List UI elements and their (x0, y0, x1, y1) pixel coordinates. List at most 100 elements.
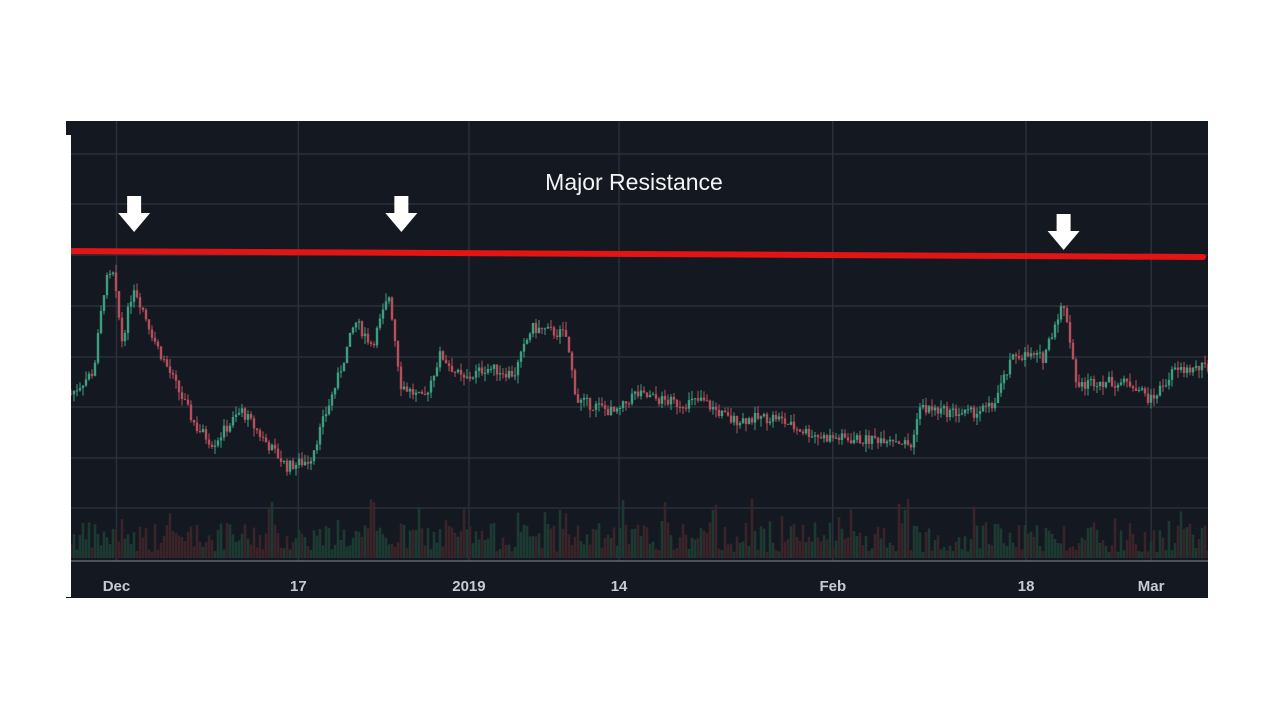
candle-body (234, 414, 238, 418)
volume-bar (426, 527, 430, 558)
volume-bar (951, 551, 955, 558)
volume-bar (1182, 528, 1186, 558)
candle-body (999, 383, 1003, 393)
volume-bar (312, 530, 316, 558)
volume-bar (984, 522, 988, 558)
volume-bar (663, 502, 667, 558)
volume-bar (135, 550, 139, 558)
volume-bar (762, 528, 766, 558)
candle-body (963, 409, 967, 414)
candle-body (825, 435, 829, 442)
volume-bar (552, 525, 556, 558)
candle-body (573, 370, 577, 395)
candle-body (534, 322, 538, 333)
volume-bar (1092, 522, 1096, 558)
candle-body (231, 417, 235, 426)
volume-bar (510, 551, 514, 558)
volume-bar (357, 532, 361, 558)
volume-bar (681, 524, 685, 558)
candle-body (312, 450, 316, 462)
candle-body (1125, 378, 1129, 382)
volume-bar (75, 549, 79, 558)
candle-body (750, 418, 754, 423)
volume-bar (1041, 550, 1045, 558)
candle-body (156, 341, 160, 347)
volume-bar (807, 536, 811, 558)
candle-body (648, 395, 652, 398)
candle-body (309, 461, 313, 464)
volume-bar (240, 533, 244, 558)
volume-bar (501, 537, 505, 558)
volume-bar (1197, 539, 1201, 558)
volume-bar (687, 548, 691, 558)
candle-body (981, 405, 985, 412)
volume-bar (264, 533, 268, 558)
candle-body (492, 364, 496, 369)
candle-body (1116, 384, 1120, 388)
volume-bar (1032, 536, 1036, 558)
volume-bar (327, 528, 331, 558)
candle-body (345, 346, 349, 364)
volume-bar (339, 540, 343, 558)
candle-body (582, 397, 586, 400)
candle-body (945, 406, 949, 418)
candle-body (636, 391, 640, 397)
volume-bar (933, 540, 937, 558)
volume-bar (417, 507, 421, 558)
candle-body (1110, 376, 1114, 387)
volume-bar (282, 548, 286, 558)
candle-body (501, 373, 505, 375)
candle-body (477, 367, 481, 371)
candle-body (453, 371, 457, 373)
volume-bar (291, 542, 295, 558)
volume-bar (204, 542, 208, 558)
volume-bar (231, 534, 235, 558)
candle-body (357, 321, 361, 323)
candle-body (1074, 359, 1078, 383)
volume-bar (561, 528, 565, 558)
volume-bar (756, 549, 760, 558)
down-arrow-icon (118, 196, 151, 232)
volume-bar (147, 549, 151, 558)
candle-body (189, 404, 193, 420)
candle-body (99, 311, 103, 334)
volume-bar (258, 534, 262, 558)
candle-body (1161, 385, 1165, 387)
candle-body (1104, 382, 1108, 388)
volume-bar (729, 543, 733, 558)
volume-bar (321, 545, 325, 558)
x-tick-label: 14 (611, 578, 628, 595)
candle-body (744, 418, 748, 425)
volume-bar (1143, 531, 1147, 558)
volume-bar (786, 539, 790, 558)
candle-body (801, 431, 805, 434)
volume-bar (159, 542, 163, 558)
candle-body (516, 361, 520, 376)
volume-bar (531, 535, 535, 558)
annotation-major-resistance: Major Resistance (545, 169, 723, 195)
candle-body (1143, 388, 1147, 394)
candle-body (471, 377, 475, 379)
volume-bar (792, 523, 796, 558)
volume-bar (666, 522, 670, 558)
volume-bar (852, 531, 856, 558)
candle-body (432, 376, 436, 381)
candle-body (390, 297, 394, 320)
candle-body (96, 333, 100, 363)
volume-bar (912, 525, 916, 558)
volume-bar (468, 526, 472, 558)
candle-body (807, 428, 811, 438)
candle-body (186, 399, 190, 405)
volume-bar (342, 529, 346, 558)
candle-body (672, 396, 676, 400)
volume-bar (369, 499, 373, 558)
candle-body (72, 390, 76, 395)
candle-body (249, 414, 253, 419)
candle-body (1137, 389, 1141, 391)
candle-body (204, 429, 208, 440)
candle-body (894, 441, 898, 443)
candle-body (1086, 380, 1090, 389)
candle-body (429, 380, 433, 393)
candle-body (1047, 338, 1051, 350)
volume-bar (459, 531, 463, 558)
